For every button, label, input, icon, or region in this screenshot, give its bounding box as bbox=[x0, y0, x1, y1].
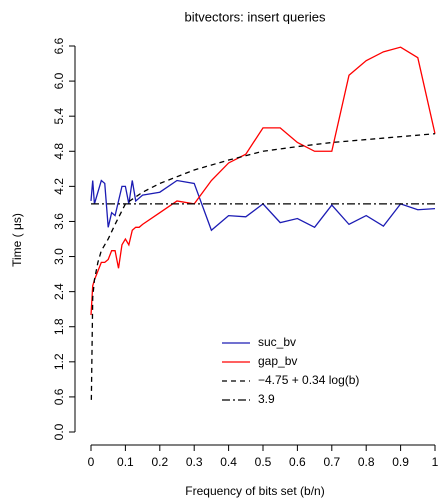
x-tick-label: 0.1 bbox=[117, 455, 134, 469]
y-tick-label: 0.0 bbox=[52, 423, 66, 440]
series-line bbox=[90, 133, 436, 400]
y-axis-label: Time ( μs) bbox=[10, 213, 24, 267]
y-tick-label: 6.6 bbox=[52, 37, 66, 54]
legend-label: gap_bv bbox=[258, 354, 297, 368]
x-tick-label: 0.8 bbox=[358, 455, 375, 469]
y-tick-label: 4.8 bbox=[52, 143, 66, 160]
y-tick-label: 0.6 bbox=[52, 388, 66, 405]
x-tick-label: 0.6 bbox=[289, 455, 306, 469]
x-tick-label: 0.3 bbox=[186, 455, 203, 469]
y-tick-label: 6.0 bbox=[52, 72, 66, 89]
series-line bbox=[90, 46, 436, 316]
series-line bbox=[90, 179, 436, 232]
y-tick-label: 3.0 bbox=[52, 248, 66, 265]
x-axis-label: Frequency of bits set (b/n) bbox=[185, 484, 324, 498]
chart-title: bitvectors: insert queries bbox=[185, 9, 326, 24]
x-tick-label: 0.9 bbox=[392, 455, 409, 469]
y-tick-label: 3.6 bbox=[52, 213, 66, 230]
legend-label: −4.75 + 0.34 log(b) bbox=[258, 373, 359, 387]
x-tick-label: 1 bbox=[432, 455, 439, 469]
y-tick-label: 4.2 bbox=[52, 178, 66, 195]
y-tick-label: 1.8 bbox=[52, 318, 66, 335]
y-tick-label: 1.2 bbox=[52, 353, 66, 370]
y-tick-label: 5.4 bbox=[52, 108, 66, 125]
y-tick-label: 2.4 bbox=[52, 283, 66, 300]
x-tick-label: 0 bbox=[88, 455, 95, 469]
x-tick-label: 0.7 bbox=[323, 455, 340, 469]
legend-label: suc_bv bbox=[258, 335, 296, 349]
legend-label: 3.9 bbox=[258, 392, 275, 406]
x-tick-label: 0.4 bbox=[220, 455, 237, 469]
x-tick-label: 0.5 bbox=[255, 455, 272, 469]
x-tick-label: 0.2 bbox=[151, 455, 168, 469]
